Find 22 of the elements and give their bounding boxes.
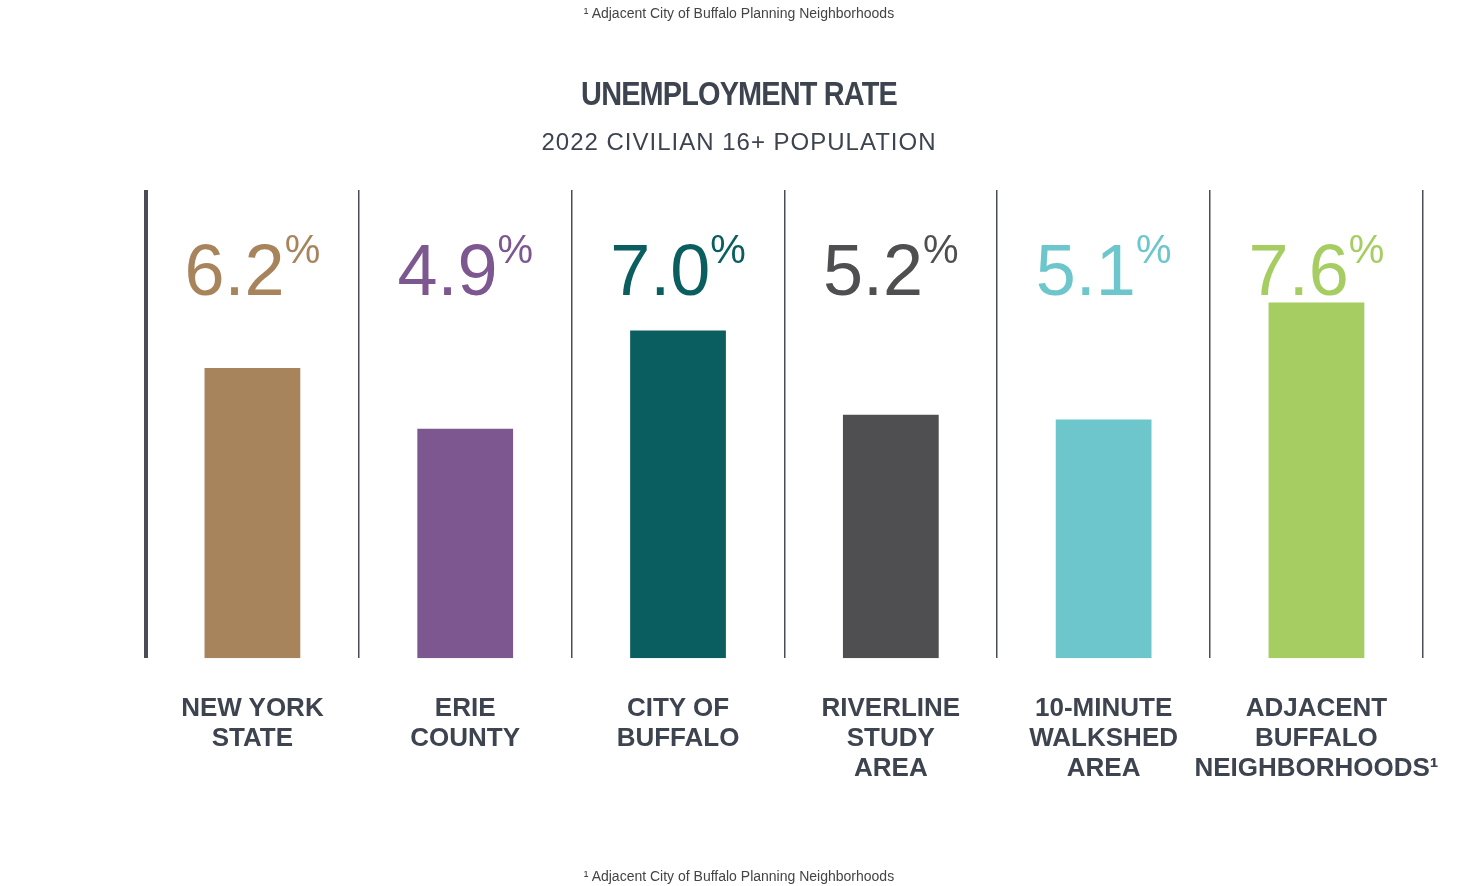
bar (1268, 302, 1365, 659)
x-tick-label: ERIE COUNTY (410, 692, 521, 753)
text: ¹ Adjacent City of Buffalo Planning Neighborhoods (582, 868, 896, 884)
x-tick-label: CITY OF BUFFALO (616, 692, 740, 753)
x-tick-label: RIVERLINE STUDY AREA (821, 692, 961, 783)
chart-title: UNEMPLOYMENT RATE (580, 74, 898, 113)
data-label: 4.9% (397, 227, 534, 310)
chart-subtitle: 2022 CIVILIAN 16+ POPULATION (540, 128, 938, 156)
x-tick-label: NEW YORK STATE (181, 692, 324, 753)
data-label: 5.2% (823, 227, 959, 310)
x-tick-label: ADJACENT BUFFALO NEIGHBORHOODS¹ (1194, 692, 1439, 783)
bar (1055, 419, 1152, 659)
bar (842, 414, 939, 659)
data-label: 7.6% (1248, 227, 1385, 310)
data-label: 6.2% (184, 227, 321, 310)
x-tick-label: 10-MINUTE WALKSHED AREA (1029, 692, 1179, 783)
bar (204, 367, 301, 659)
data-label: 5.1% (1035, 227, 1172, 310)
bar (630, 330, 726, 659)
data-label: 7.0% (610, 227, 746, 310)
bar (417, 428, 514, 659)
text: ¹ Adjacent City of Buffalo Planning Neighborhoods (582, 5, 896, 21)
